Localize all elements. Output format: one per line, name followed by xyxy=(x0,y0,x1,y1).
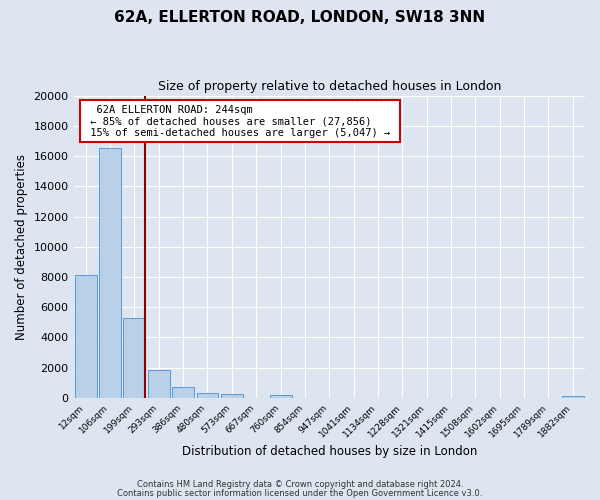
Bar xyxy=(172,386,194,398)
Text: Contains HM Land Registry data © Crown copyright and database right 2024.: Contains HM Land Registry data © Crown c… xyxy=(137,480,463,489)
Text: 62A, ELLERTON ROAD, LONDON, SW18 3NN: 62A, ELLERTON ROAD, LONDON, SW18 3NN xyxy=(115,10,485,25)
Bar xyxy=(148,370,170,398)
Bar xyxy=(562,396,584,398)
Bar xyxy=(269,396,292,398)
Bar xyxy=(197,393,218,398)
Bar xyxy=(99,148,121,398)
Y-axis label: Number of detached properties: Number of detached properties xyxy=(15,154,28,340)
Bar xyxy=(221,394,243,398)
Title: Size of property relative to detached houses in London: Size of property relative to detached ho… xyxy=(158,80,501,93)
Bar xyxy=(75,276,97,398)
Text: 62A ELLERTON ROAD: 244sqm  
 ← 85% of detached houses are smaller (27,856)
 15% : 62A ELLERTON ROAD: 244sqm ← 85% of detac… xyxy=(84,104,396,138)
Bar xyxy=(124,318,145,398)
Text: Contains public sector information licensed under the Open Government Licence v3: Contains public sector information licen… xyxy=(118,488,482,498)
X-axis label: Distribution of detached houses by size in London: Distribution of detached houses by size … xyxy=(182,444,477,458)
